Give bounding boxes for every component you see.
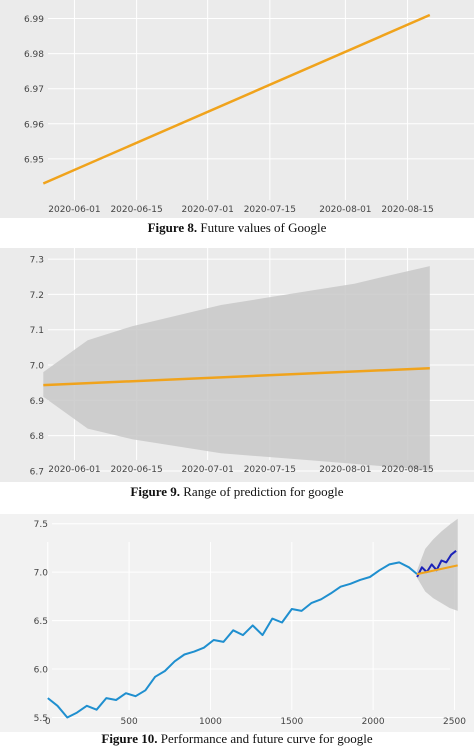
x-tick-label: 0: [45, 717, 51, 727]
x-tick-label: 2020-08-01: [319, 205, 371, 215]
x-tick-label: 2020-06-01: [48, 205, 100, 215]
y-tick-label: 7.3: [30, 256, 44, 266]
y-tick-label: 6.95: [24, 155, 44, 165]
x-tick-label: 2020-08-15: [381, 205, 433, 215]
x-tick-label: 2000: [362, 717, 385, 727]
figure-8-caption-text: Future values of Google: [197, 220, 327, 235]
x-tick-label: 500: [121, 717, 138, 727]
y-tick-label: 6.8: [30, 432, 45, 442]
history-line: [47, 561, 418, 719]
x-tick-label: 2020-07-15: [244, 465, 296, 475]
y-tick-label: 7.0: [30, 362, 45, 372]
x-tick-label: 2020-07-01: [182, 205, 234, 215]
forecast-line: [42, 13, 431, 185]
confidence-band: [43, 266, 430, 471]
x-tick-label: 2020-06-15: [110, 205, 162, 215]
forecast-line: [43, 366, 430, 387]
plot-background: [0, 514, 474, 732]
y-tick-label: 6.99: [24, 15, 44, 25]
x-tick-label: 1000: [199, 717, 222, 727]
x-tick-label: 2020-08-15: [381, 465, 433, 475]
y-tick-label: 5.5: [34, 714, 48, 724]
figure-9-chart: 2020-06-01 2020-06-15 2020-07-01 2020-07-15…: [0, 248, 474, 482]
y-tick-label: 6.97: [24, 85, 44, 95]
y-tick-label: 6.9: [30, 397, 45, 407]
y-tick-label: 7.0: [34, 569, 49, 579]
x-tick-label: 2020-06-15: [110, 465, 162, 475]
figure-10-caption-text: Performance and future curve for google: [157, 731, 373, 746]
y-tick-label: 6.98: [24, 50, 44, 60]
figure-9-caption: Figure 9. Range of prediction for google: [0, 484, 474, 500]
confidence-band: [417, 518, 458, 611]
y-tick-label: 6.0: [34, 666, 49, 676]
figure-10-caption-label: Figure 10.: [101, 731, 158, 746]
figure-10-chart: 0 500 1000 1500 2000 2500 7.5 7.0 6.5 6.0 5.5: [0, 514, 474, 732]
x-tick-label: 2020-08-01: [319, 465, 371, 475]
y-tick-label: 7.1: [30, 326, 44, 336]
figure-10-caption: Figure 10. Performance and future curve …: [0, 731, 474, 747]
x-tick-label: 1500: [280, 717, 303, 727]
y-tick-label: 6.7: [30, 467, 44, 477]
figure-9-caption-label: Figure 9.: [130, 484, 181, 499]
figure-8-caption: Figure 8. Future values of Google: [0, 220, 474, 236]
figure-8-caption-label: Figure 8.: [147, 220, 198, 235]
x-tick-label: 2020-07-15: [244, 205, 296, 215]
x-tick-label: 2020-07-01: [182, 465, 234, 475]
x-tick-label: 2500: [443, 717, 466, 727]
x-tick-label: 2020-06-01: [48, 465, 100, 475]
figure-9-caption-text: Range of prediction for google: [180, 484, 344, 499]
y-tick-label: 7.5: [34, 520, 48, 530]
y-tick-label: 6.5: [34, 617, 48, 627]
y-tick-label: 7.2: [30, 291, 44, 301]
y-tick-label: 6.96: [24, 120, 44, 130]
figure-8-chart: 2020-06-01 2020-06-15 2020-07-01 2020-07-15…: [0, 0, 474, 218]
forecast-line: [416, 564, 458, 576]
plot-background: [0, 0, 474, 218]
